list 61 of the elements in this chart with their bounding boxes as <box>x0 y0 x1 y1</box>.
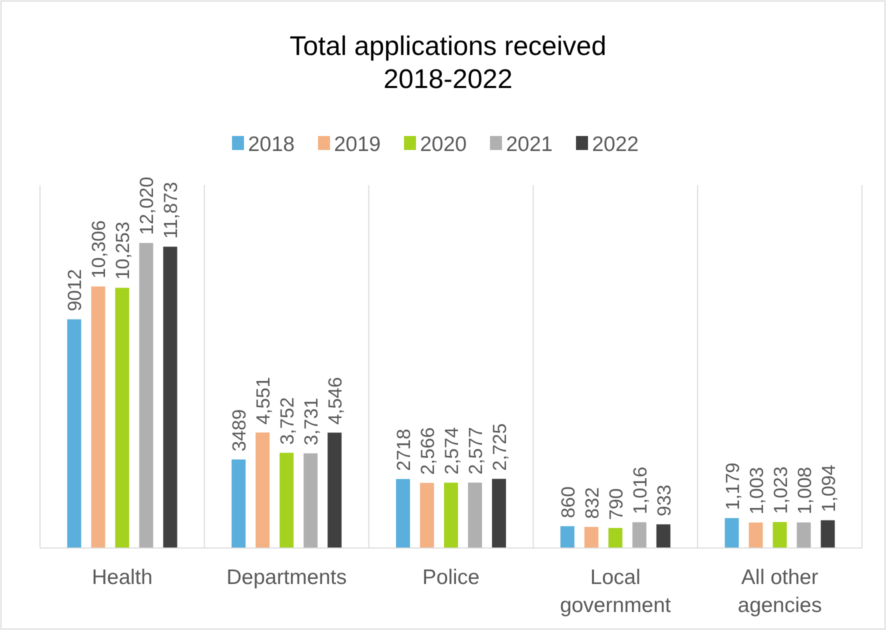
data-label: 1,094 <box>818 464 840 512</box>
legend-label: 2022 <box>592 133 639 156</box>
legend-label: 2019 <box>334 133 381 156</box>
x-tick-label: Health <box>92 566 153 589</box>
bar <box>748 522 763 548</box>
bar <box>139 242 154 548</box>
data-label: 2,566 <box>418 427 439 475</box>
bar <box>656 524 670 548</box>
data-label: 3489 <box>230 409 251 452</box>
data-label: 3,731 <box>302 398 323 446</box>
x-tick-label: Departments <box>226 566 347 589</box>
bar <box>796 522 811 548</box>
data-label: 933 <box>654 484 676 516</box>
data-label: 3,752 <box>278 397 299 445</box>
bar <box>232 459 246 548</box>
bar <box>396 479 410 548</box>
legend-label: 2021 <box>506 133 553 156</box>
data-label: 860 <box>558 486 580 518</box>
legend-label: 2020 <box>420 133 467 156</box>
bar <box>256 432 270 548</box>
bar <box>328 432 342 548</box>
data-label: 2,577 <box>466 427 487 475</box>
bar <box>163 246 178 548</box>
data-label: 1,023 <box>770 466 792 514</box>
bar <box>304 453 318 548</box>
data-label: 1,008 <box>794 466 816 514</box>
legend-label: 2018 <box>248 133 295 156</box>
data-label: 10,306 <box>89 220 110 278</box>
data-label: 10,253 <box>113 222 134 280</box>
x-tick-label: Police <box>422 566 480 589</box>
bar <box>584 526 598 548</box>
data-label: 12,020 <box>137 176 158 235</box>
bar <box>420 482 434 548</box>
data-label: 1,003 <box>746 467 768 515</box>
bar <box>724 518 739 548</box>
data-label: 832 <box>582 487 604 519</box>
bar <box>820 520 835 548</box>
bar <box>67 319 82 548</box>
data-label: 2,574 <box>442 426 463 475</box>
bar <box>468 482 482 548</box>
chart-title: Total applications received 2018-2022 <box>290 31 606 94</box>
x-tick-label: All other agencies <box>738 566 822 617</box>
data-label: 9012 <box>65 269 86 312</box>
data-label: 4,551 <box>254 376 275 425</box>
data-label: 2718 <box>394 428 415 472</box>
data-label: 1,016 <box>630 466 652 514</box>
bar <box>492 478 506 548</box>
data-label: 11,873 <box>161 182 182 239</box>
data-label: 790 <box>606 488 628 520</box>
bar <box>115 288 130 548</box>
bar <box>560 526 574 548</box>
bar <box>91 286 106 548</box>
data-label: 1,179 <box>722 462 744 510</box>
data-label: 2,725 <box>490 423 511 471</box>
bar <box>772 522 787 548</box>
bar <box>608 528 622 548</box>
x-tick-label: Local government <box>560 566 672 617</box>
bar <box>632 522 646 548</box>
bar <box>280 452 294 548</box>
data-label: 4,546 <box>326 377 347 425</box>
bar <box>444 482 458 548</box>
